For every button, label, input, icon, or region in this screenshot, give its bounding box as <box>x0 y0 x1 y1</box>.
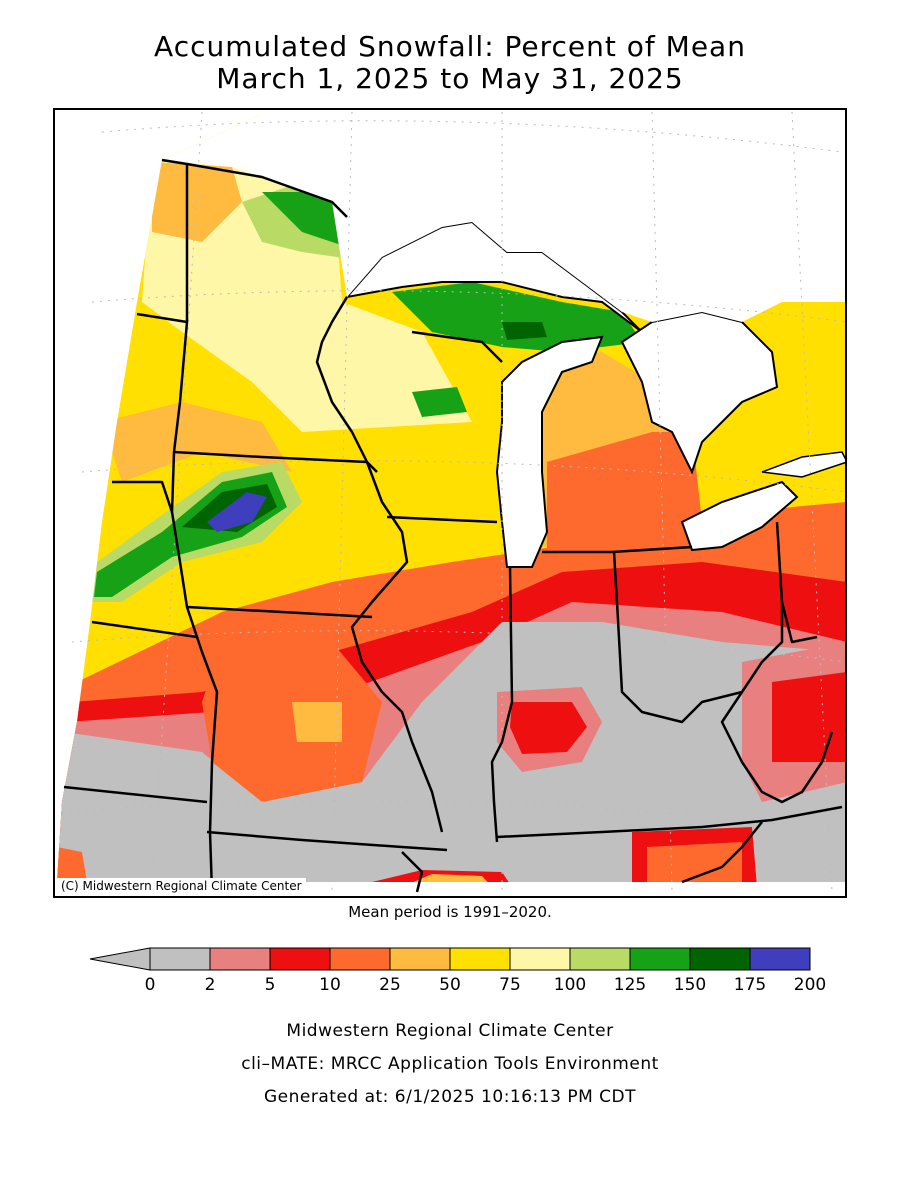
border-ky-va <box>681 821 763 884</box>
legend-tick-150: 150 <box>673 975 707 995</box>
legend-swatch-125-150 <box>629 947 691 971</box>
border-in-oh-ky <box>612 521 784 724</box>
snowfall-map: (C) Midwestern Regional Climate Center <box>53 108 847 898</box>
great-lakes <box>162 114 845 568</box>
lake-michigan <box>495 335 604 568</box>
border-ia-il-mississippi <box>350 461 444 833</box>
border-oh-pa <box>780 601 818 644</box>
lake-erie <box>680 480 799 552</box>
border-wi-up <box>411 330 503 363</box>
border-mn-nd-sd <box>170 164 219 893</box>
legend-tick-5: 5 <box>264 975 276 995</box>
border-ia-mo <box>186 605 373 619</box>
map-credit: (C) Midwestern Regional Climate Center <box>57 878 306 894</box>
legend-tick-50: 50 <box>439 975 461 995</box>
legend-tick-175: 175 <box>733 975 767 995</box>
fill-10-25-ky <box>647 842 742 882</box>
legend-swatch-2-5 <box>209 947 271 971</box>
legend-swatch-0-2 <box>149 947 211 971</box>
border-mn-wi <box>315 296 369 463</box>
fill-10-25-mi <box>547 432 702 552</box>
fill-25-50-nw <box>152 162 242 242</box>
fill-125-150-up <box>392 282 642 352</box>
legend-tick-200: 200 <box>793 975 827 995</box>
legend-tick-2: 2 <box>204 975 216 995</box>
border-canada-west <box>161 158 348 218</box>
fill-25-50-mo <box>292 702 342 742</box>
legend-swatch-10-25 <box>329 947 391 971</box>
fill-10-25-edge <box>57 847 87 882</box>
border-sd-ne <box>112 480 174 513</box>
fill-175-200-sd <box>207 492 267 532</box>
legend-swatch-75-100 <box>509 947 571 971</box>
legend-swatch-175-200 <box>749 947 811 971</box>
footer-generated-time: Generated at: 6/1/2025 10:16:13 PM CDT <box>264 1087 636 1107</box>
fill-25-50-sw <box>402 874 492 882</box>
legend-swatch-50-75 <box>449 947 511 971</box>
legend-swatch-5-10 <box>269 947 331 971</box>
border-nd-sd-west <box>136 312 188 324</box>
state-boundaries <box>63 158 843 893</box>
fill-25-50-west <box>102 402 292 482</box>
legend-tick-10: 10 <box>319 975 341 995</box>
lake-ontario <box>761 451 845 478</box>
border-in-mi <box>542 545 693 554</box>
legend-tick-0: 0 <box>144 975 156 995</box>
map-date-range: March 1, 2025 to May 31, 2025 <box>216 62 684 95</box>
map-title: Accumulated Snowfall: Percent of Mean <box>154 30 746 63</box>
graticule <box>61 111 845 893</box>
border-ne-ks <box>91 620 198 639</box>
border-il-in <box>490 566 514 843</box>
fill-125-150-wi <box>412 387 467 417</box>
color-legend <box>89 947 811 971</box>
canada-region <box>162 114 845 322</box>
legend-swatch-150-175 <box>689 947 751 971</box>
legend-tick-125: 125 <box>613 975 647 995</box>
border-bootheel <box>401 851 424 893</box>
fill-10-25-mo <box>202 642 382 802</box>
border-oh-wv <box>720 691 834 804</box>
legend-underflow-arrow <box>89 947 151 971</box>
fill-150-175-up <box>502 322 547 340</box>
border-ky-tn <box>496 805 843 839</box>
fill-75-100-north <box>142 162 472 432</box>
mean-period-note: Mean period is 1991–2020. <box>348 903 552 921</box>
footer-tool-name: cli–MATE: MRCC Application Tools Environ… <box>241 1054 659 1074</box>
legend-swatch-25-50 <box>389 947 451 971</box>
border-wi-il <box>386 515 498 524</box>
map-svg <box>57 111 845 893</box>
legend-tick-75: 75 <box>499 975 521 995</box>
border-mo-ar <box>206 830 448 852</box>
fill-5-10-in <box>510 702 587 754</box>
legend-tick-25: 25 <box>379 975 401 995</box>
border-mn-ia <box>173 450 378 473</box>
footer-organization: Midwestern Regional Climate Center <box>286 1021 614 1041</box>
fill-0-2-south <box>57 622 845 882</box>
border-ks-ok <box>63 785 208 804</box>
legend-swatch-100-125 <box>569 947 631 971</box>
fill-5-10-oh <box>772 672 845 762</box>
legend-tick-100: 100 <box>553 975 587 995</box>
